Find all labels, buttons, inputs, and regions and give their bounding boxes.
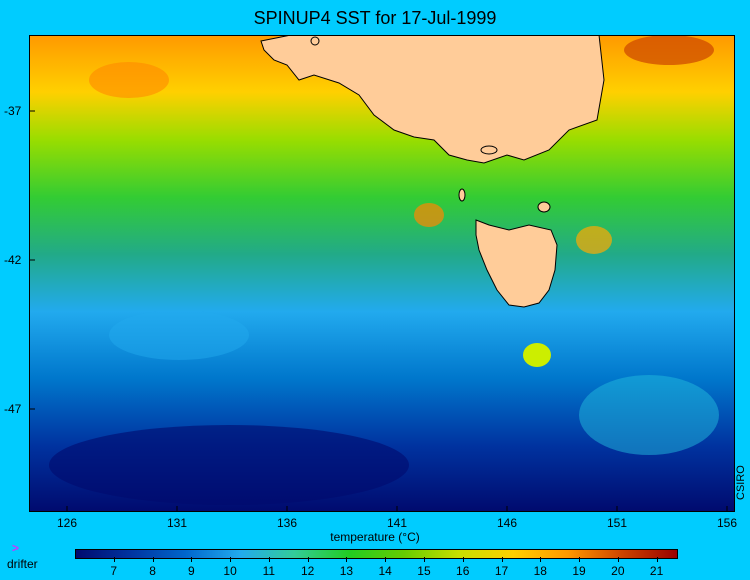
colorbar-tick — [191, 557, 193, 562]
lat-tick-label: -37 — [4, 104, 22, 118]
lon-tick-label: 141 — [386, 516, 408, 530]
colorbar-tick — [268, 557, 270, 562]
colorbar-tick — [423, 557, 425, 562]
plot-title: SPINUP4 SST for 17-Jul-1999 — [253, 8, 497, 28]
colorbar-tick-label: 17 — [494, 564, 509, 578]
colorbar-tick — [346, 557, 348, 562]
cold-pool — [49, 425, 409, 505]
lon-tick-label: 131 — [166, 516, 188, 530]
colorbar-tick-label: 14 — [378, 564, 392, 578]
colorbar-tick-label: 15 — [417, 564, 431, 578]
warm-core-eddy — [523, 343, 551, 367]
colorbar-tick-label: 9 — [187, 564, 195, 578]
warm-eddy — [624, 35, 714, 65]
colorbar-tick — [462, 557, 464, 562]
colorbar-tick-label: 7 — [110, 564, 118, 578]
drifter-label: drifter — [7, 557, 38, 571]
lon-tick-label: 126 — [56, 516, 78, 530]
lat-tick-label: -42 — [4, 253, 22, 267]
colorbar-tick — [152, 557, 154, 562]
credit-label: CSIRO — [735, 465, 747, 500]
cyan-eddy — [579, 375, 719, 455]
island — [458, 188, 466, 202]
colorbar-tick — [385, 557, 387, 562]
colorbar-tick — [540, 557, 542, 562]
island — [537, 201, 551, 213]
colorbar-tick-label: 8 — [149, 564, 156, 578]
warm-eddy — [414, 203, 444, 227]
colorbar-tick-label: 20 — [611, 564, 625, 578]
lon-tick-label: 151 — [606, 516, 628, 530]
lon-tick-label: 146 — [496, 516, 518, 530]
colorbar-tick-label: 18 — [533, 564, 547, 578]
lon-tick-label: 156 — [716, 516, 738, 530]
colorbar-tick — [230, 557, 232, 562]
sst-map — [29, 35, 735, 512]
colorbar-tick-label: 10 — [223, 564, 237, 578]
lon-tick-label: 136 — [276, 516, 298, 530]
colorbar-tick-label: 11 — [262, 564, 276, 578]
colorbar-tick — [656, 557, 658, 562]
australia-mainland — [260, 35, 605, 164]
colorbar-tick — [113, 557, 115, 562]
island — [310, 36, 320, 46]
colorbar-tick-label: 19 — [572, 564, 586, 578]
colorbar-tick-label: 13 — [339, 564, 354, 578]
map-frame — [29, 35, 735, 512]
colorbar-tick — [307, 557, 309, 562]
lat-tick-label: -47 — [4, 402, 22, 416]
colorbar-tick-label: 16 — [456, 564, 470, 578]
colorbar-title: temperature (°C) — [330, 530, 420, 544]
cyan-eddy — [109, 310, 249, 360]
colorbar-tick — [501, 557, 503, 562]
colorbar-tick — [617, 557, 619, 562]
colorbar-tick-label: 12 — [300, 564, 315, 578]
warm-eddy — [89, 62, 169, 98]
drifter-symbol: > — [12, 541, 20, 555]
colorbar-tick — [579, 557, 581, 562]
tasmania — [475, 219, 558, 308]
temperature-colorbar — [75, 549, 678, 559]
island — [480, 145, 498, 155]
warm-eddy — [576, 226, 612, 254]
colorbar-tick-label: 21 — [649, 564, 664, 578]
